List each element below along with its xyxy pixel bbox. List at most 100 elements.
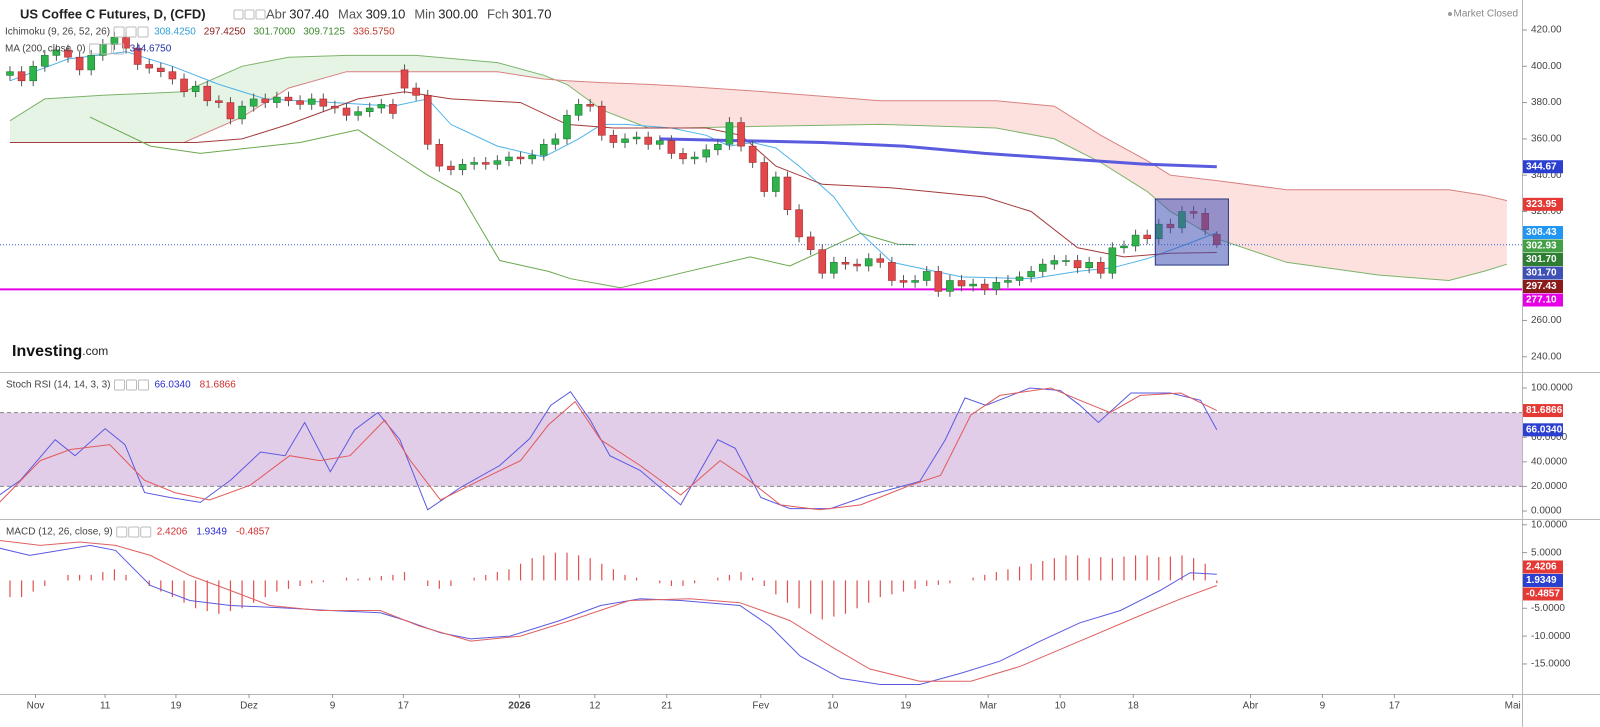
price-tag-label: 302.93 <box>1526 241 1557 252</box>
cloud-segment <box>996 100 1055 139</box>
candle-body <box>528 154 536 160</box>
candle-body <box>795 209 803 238</box>
candle-body <box>818 249 827 274</box>
cloud-segment <box>566 80 602 110</box>
candle-body <box>64 49 72 58</box>
candle-body <box>969 283 977 287</box>
legend-icon <box>114 379 125 391</box>
candle-body <box>296 100 304 105</box>
x-tick-label: 10 <box>827 701 839 712</box>
legend-icon <box>140 526 152 538</box>
legend-icon <box>113 43 125 55</box>
x-tick-label: Fev <box>752 701 769 712</box>
candle-body <box>888 262 896 281</box>
candle-body <box>1073 260 1082 269</box>
candle-body <box>737 122 745 147</box>
y-tick-label: -5.0000 <box>1531 603 1565 614</box>
candle-body <box>946 280 954 292</box>
ohlc-label: Abr <box>266 6 287 21</box>
price-tag <box>1523 587 1563 601</box>
candle-body <box>157 67 165 73</box>
y-tick-label: 40.0000 <box>1531 456 1568 467</box>
indicator-line <box>0 387 1218 511</box>
watermark-rest: .com <box>82 344 108 358</box>
candle-body <box>226 102 235 120</box>
price-tag <box>1523 239 1563 253</box>
y-tick-label: 420.00 <box>1531 25 1562 36</box>
cloud-segment <box>346 55 417 72</box>
y-tick-label: 380.00 <box>1531 97 1562 108</box>
candle-body <box>748 145 757 163</box>
price-tag <box>1523 404 1563 418</box>
candle-body <box>447 165 455 171</box>
price-tag-label: -0.4857 <box>1526 589 1560 600</box>
candle-body <box>389 104 397 114</box>
indicator-value: 309.7125 <box>303 27 345 38</box>
cloud-segment <box>1286 189 1380 276</box>
price-tag-label: 277.10 <box>1526 295 1557 306</box>
cloud-segment <box>764 91 881 127</box>
cloud-segment <box>1448 189 1484 281</box>
candle-body <box>273 96 281 103</box>
cloud-segment <box>102 91 185 143</box>
candle-body <box>551 138 560 145</box>
price-tag-label: 81.6866 <box>1526 405 1563 416</box>
candle-body <box>6 71 14 76</box>
indicator-line <box>89 116 916 289</box>
panel-title: MACD (12, 26, close, 9) <box>6 527 113 538</box>
indicator-value: 297.4250 <box>204 27 246 38</box>
candle-body <box>29 65 37 82</box>
x-tick-label: 19 <box>170 701 182 712</box>
y-tick-label: 20.0000 <box>1531 481 1568 492</box>
candle-body <box>934 271 943 292</box>
candle-body <box>597 105 606 136</box>
candle-body <box>1015 276 1024 281</box>
candle-body <box>249 98 258 107</box>
cloud-segment <box>601 82 649 128</box>
price-tag <box>1523 197 1563 211</box>
legend-icon <box>233 9 244 20</box>
candle-body <box>911 280 919 283</box>
candle-body <box>1027 271 1035 278</box>
x-tick-label: 18 <box>1128 701 1140 712</box>
cloud-segment <box>1054 106 1101 163</box>
ohlc-value: 309.10 <box>366 6 406 21</box>
candle-body <box>307 98 316 105</box>
legend-icon <box>126 379 137 391</box>
y-tick-label: 100.0000 <box>1531 383 1573 394</box>
candle-body <box>609 134 618 143</box>
candle-body <box>957 280 966 287</box>
x-tick-label: 21 <box>661 701 673 712</box>
price-tag-label: 301.70 <box>1526 254 1557 265</box>
candle-body <box>783 176 792 210</box>
candle-body <box>980 283 989 290</box>
y-tick-label: 400.00 <box>1531 61 1562 72</box>
overbought-band <box>0 412 1522 487</box>
indicator-line <box>10 91 1217 258</box>
candle-body <box>458 164 467 171</box>
x-tick-label: 17 <box>398 701 410 712</box>
candle-body <box>17 71 26 82</box>
legend-value: 81.6866 <box>200 380 237 391</box>
cloud-segment <box>683 86 765 128</box>
ohlc-value: 301.70 <box>512 6 552 21</box>
candle-body <box>563 114 571 140</box>
price-tag-label: 323.95 <box>1526 199 1557 210</box>
y-tick-label: 360.00 <box>1531 134 1562 145</box>
cloud-segment <box>1216 180 1287 263</box>
candle-body <box>690 156 699 160</box>
candle-body <box>922 271 931 281</box>
x-tick-label: 2026 <box>508 701 531 712</box>
candle-body <box>621 138 629 143</box>
candle-body <box>853 263 861 267</box>
candle-body <box>1096 262 1105 274</box>
indicator-name: Ichimoku (9, 26, 52, 26) <box>5 27 110 38</box>
candle-body <box>180 78 188 92</box>
candle-body <box>505 156 513 161</box>
candle-body <box>342 107 351 116</box>
candle-body <box>331 105 339 109</box>
candle-body <box>284 96 293 102</box>
candle-body <box>830 262 838 274</box>
